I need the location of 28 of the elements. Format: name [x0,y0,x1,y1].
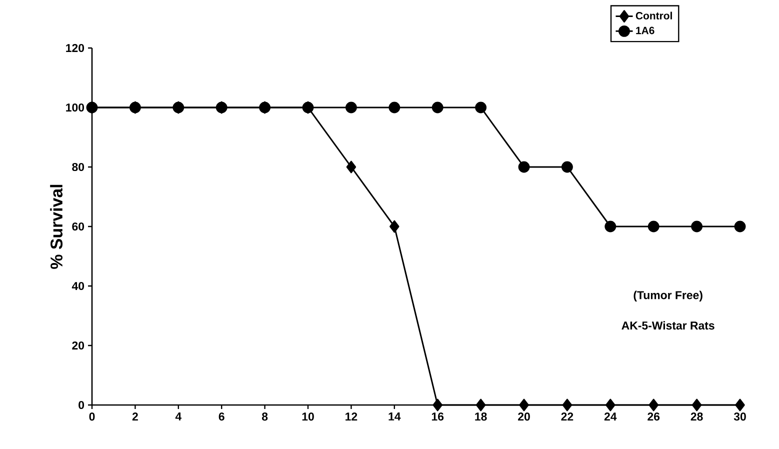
y-tick-label: 40 [72,282,84,290]
x-tick-label: 4 [175,412,182,420]
y-tick-label: 20 [72,341,84,350]
x-tick-label: 28 [690,412,703,421]
legend-label: 1A6 [636,26,654,34]
x-tick-label: 30 [734,412,746,421]
x-tick-label: 8 [262,412,268,421]
y-tick-label: 0 [78,400,84,410]
x-tick-label: 24 [604,412,617,421]
x-tick-label: 14 [388,412,401,420]
x-tick-label: 18 [475,412,487,421]
y-tick-label: 80 [72,162,84,172]
x-tick-label: 6 [218,412,224,421]
x-tick-label: 2 [132,412,138,421]
x-tick-label: 10 [302,412,314,421]
y-tick-label: 60 [72,222,84,231]
x-tick-label: 22 [561,412,574,421]
y-tick-label: 120 [66,44,84,52]
x-tick-label: 12 [346,412,358,421]
annotation: AK-5-Wistar Rats [622,321,714,330]
x-tick-label: 20 [518,412,530,421]
y-axis-title: % Survival [50,184,63,269]
x-tick-label: 16 [432,412,444,421]
annotation: (Tumor Free) [634,290,702,302]
y-tick-label: 100 [66,103,84,112]
x-tick-label: 0 [89,412,95,421]
legend-label: Control [636,12,672,20]
x-tick-label: 26 [648,412,660,421]
